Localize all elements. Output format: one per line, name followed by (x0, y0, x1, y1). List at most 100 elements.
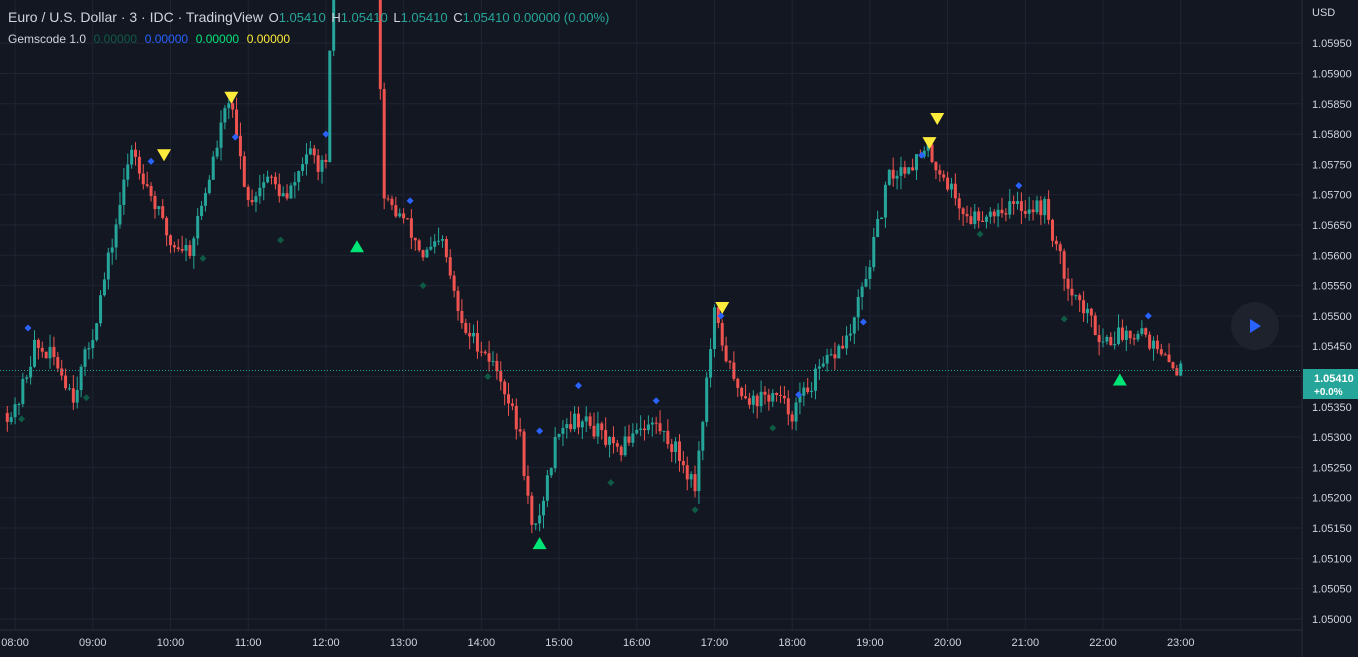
candle-up (110, 247, 114, 253)
candle-down (670, 444, 674, 452)
candle-up (557, 433, 561, 438)
price-tick-label: 1.05050 (1312, 584, 1352, 596)
candle-up (289, 185, 293, 199)
dark-diamond-marker (1060, 315, 1068, 323)
candle-up (1152, 340, 1156, 349)
candle-down (790, 414, 794, 422)
candle-up (751, 395, 755, 405)
candle-up (553, 437, 557, 469)
candle-down (611, 436, 615, 444)
candle-down (312, 148, 316, 156)
candle-up (266, 176, 270, 183)
candle-up (67, 388, 71, 390)
indicator-row[interactable]: Gemscode 1.0 0.00000 0.00000 0.00000 0.0… (8, 30, 609, 52)
sell-signal-triangle (224, 91, 239, 104)
candle-up (301, 164, 305, 172)
candle-down (52, 346, 56, 358)
candle-up (596, 423, 600, 437)
time-tick-label: 18:00 (778, 637, 806, 649)
candle-down (460, 310, 464, 323)
chart-legend: Euro / U.S. Dollar · 3 · IDC · TradingVi… (8, 8, 609, 52)
candle-up (17, 403, 21, 405)
candle-down (724, 345, 728, 362)
play-icon (1250, 319, 1261, 333)
dark-diamond-marker (277, 236, 285, 244)
symbol-row[interactable]: Euro / U.S. Dollar · 3 · IDC · TradingVi… (8, 8, 609, 30)
candle-down (417, 240, 421, 251)
candle-down (619, 446, 623, 456)
blue-diamond-marker (406, 197, 414, 205)
candle-down (530, 495, 534, 525)
price-tick-label: 1.05450 (1312, 341, 1352, 353)
candle-down (740, 387, 744, 397)
candle-up (196, 216, 200, 239)
candle-up (1074, 295, 1078, 297)
candle-up (538, 515, 542, 524)
grid-lines (0, 0, 1302, 630)
candle-down (180, 248, 184, 251)
candle-down (448, 257, 452, 276)
candle-down (40, 347, 44, 352)
candle-down (273, 176, 277, 185)
time-axis[interactable]: 08:00 09:00 10:00 11:00 12:00 13:00 14:00 15:00… (1, 637, 1194, 649)
candle-up (1027, 209, 1031, 214)
candle-up (440, 238, 444, 241)
dark-diamond-marker (82, 394, 90, 402)
candle-up (635, 429, 639, 434)
candle-up (821, 363, 825, 367)
candle-down (324, 159, 328, 163)
price-tick-label: 1.05650 (1312, 220, 1352, 232)
indicator-name[interactable]: Gemscode 1.0 (8, 32, 87, 46)
candle-up (1101, 341, 1105, 343)
candle-up (984, 216, 988, 222)
time-tick-label: 23:00 (1167, 637, 1195, 649)
candle-up (297, 171, 301, 183)
candle-up (837, 345, 841, 359)
time-tick-label: 11:00 (235, 637, 262, 649)
candle-up (281, 193, 285, 197)
candle-down (250, 199, 254, 203)
candle-up (114, 224, 118, 248)
candle-down (681, 460, 685, 466)
candle-up (534, 523, 538, 525)
candle-up (262, 182, 266, 188)
candle-down (390, 198, 394, 206)
candle-down (168, 235, 172, 246)
candle-down (1144, 328, 1148, 335)
candle-up (91, 339, 95, 349)
candle-up (709, 349, 713, 378)
candle-up (580, 421, 584, 428)
candle-up (845, 335, 849, 349)
candle-down (911, 167, 915, 171)
candle-down (409, 218, 413, 238)
symbol-title[interactable]: Euro / U.S. Dollar · 3 · IDC · TradingVi… (8, 9, 263, 25)
candle-down (728, 361, 732, 363)
dark-diamond-marker (18, 415, 26, 423)
candle-down (965, 214, 969, 217)
ohlc-close-value: 1.05410 (462, 10, 510, 25)
candle-down (495, 360, 499, 372)
candle-down (242, 156, 246, 187)
candle-up (398, 213, 402, 217)
time-tick-label: 13:00 (390, 637, 418, 649)
sell-signal-triangle (930, 112, 945, 125)
candle-up (308, 148, 312, 155)
scroll-to-realtime-button[interactable] (1231, 302, 1279, 350)
candle-up (491, 360, 495, 362)
candle-down (165, 217, 169, 236)
price-tick-label: 1.05200 (1312, 493, 1352, 505)
candle-up (184, 245, 188, 251)
time-tick-label: 16:00 (623, 637, 651, 649)
candle-up (106, 252, 110, 280)
candle-down (806, 387, 810, 392)
candle-up (608, 436, 612, 445)
candle-up (650, 422, 654, 425)
candle-up (192, 238, 196, 257)
price-tick-label: 1.05500 (1312, 311, 1352, 323)
candle-down (522, 431, 526, 476)
ohlc-open-value: 1.05410 (278, 10, 326, 25)
price-axis[interactable]: 1.05000 1.05050 1.05100 1.05150 1.05200 1.052… (1312, 38, 1352, 626)
sell-signal-triangle (715, 302, 730, 315)
price-tick-label: 1.05800 (1312, 129, 1352, 141)
